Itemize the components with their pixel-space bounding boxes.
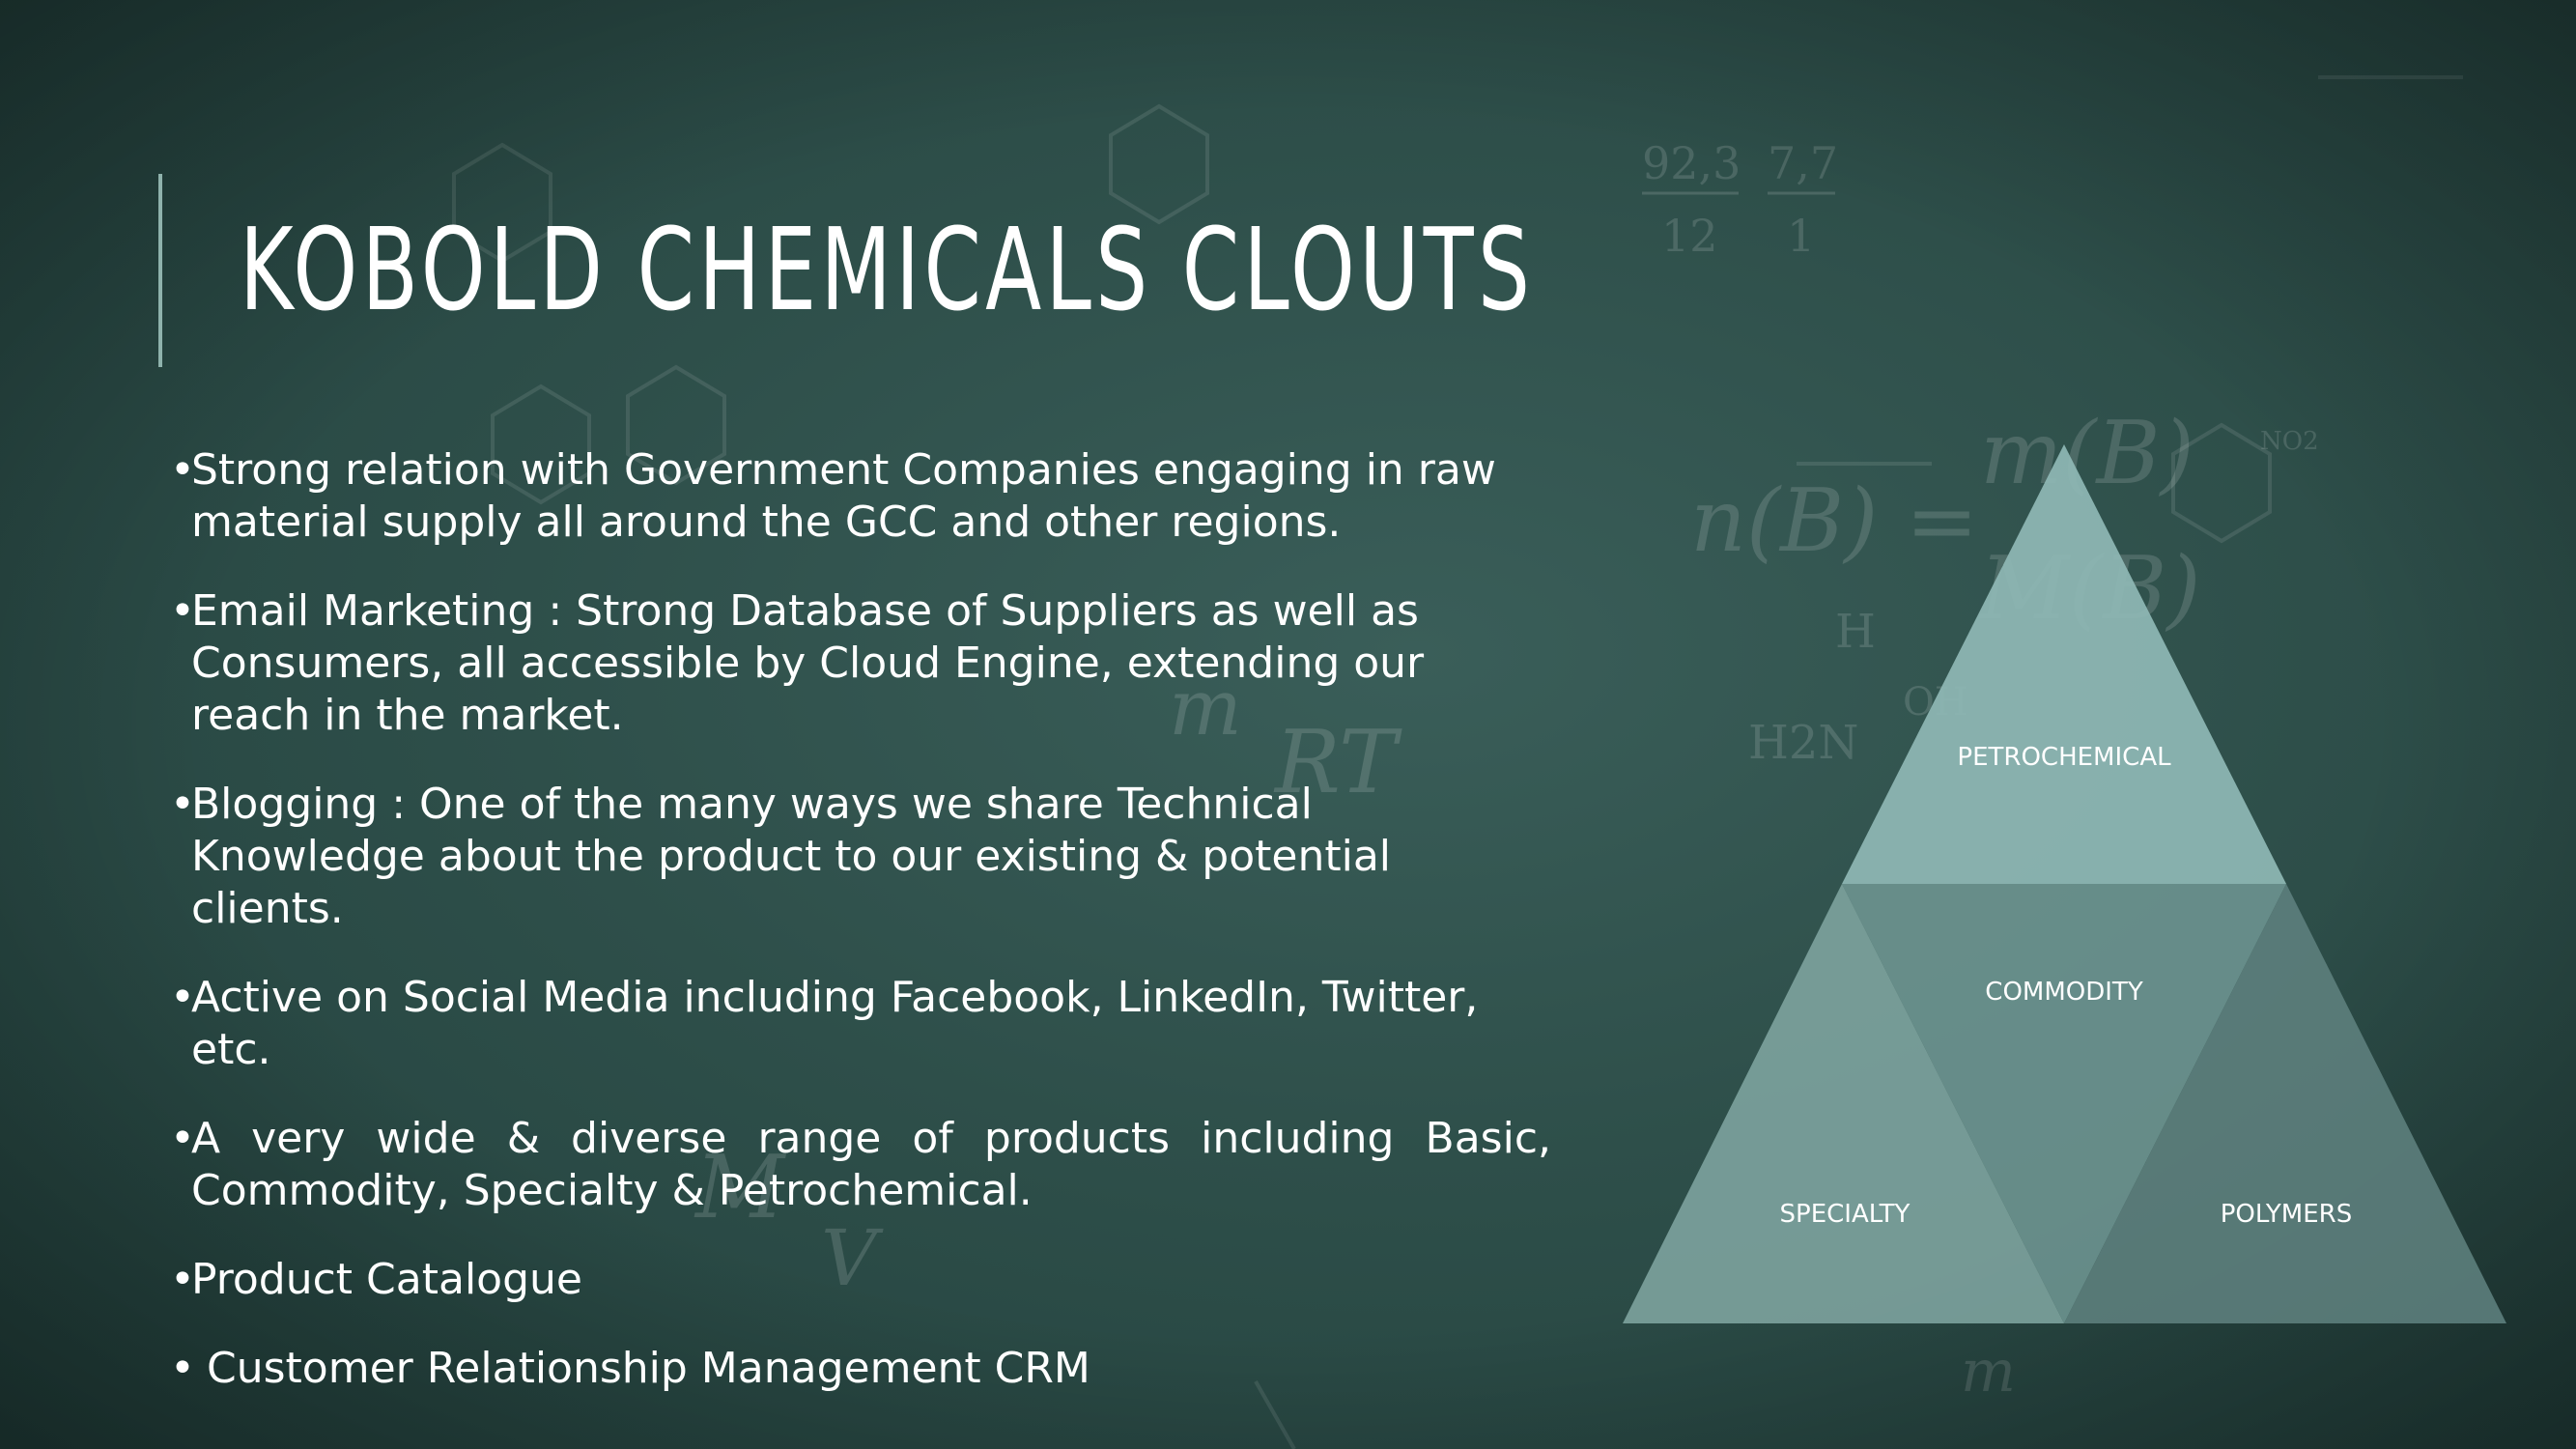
bullet-item: Strong relation with Government Companie… — [170, 444, 1551, 549]
bullet-item: Blogging : One of the many ways we share… — [170, 779, 1551, 935]
pyramid-tier-middle — [1842, 884, 2286, 1323]
bullet-list: Strong relation with Government Companie… — [170, 444, 1551, 1432]
bullet-item: Product Catalogue — [170, 1254, 1551, 1306]
pyramid-tier-top — [1842, 444, 2286, 884]
bullet-item: Active on Social Media including Faceboo… — [170, 972, 1551, 1076]
pyramid-label-commodity: COMMODITY — [1985, 978, 2143, 1007]
title-accent-bar — [158, 174, 162, 367]
slide-title: KOBOLD CHEMICALS CLOUTS — [240, 203, 1535, 336]
pyramid-tier-bottom-left — [1623, 884, 2064, 1323]
pyramid-label-petrochemical: PETROCHEMICAL — [1957, 743, 2171, 772]
pyramid-label-specialty: SPECIALTY — [1780, 1200, 1911, 1229]
bullet-item: Customer Relationship Management CRM — [170, 1343, 1551, 1395]
product-pyramid-diagram: PETROCHEMICAL COMMODITY SPECIALTY POLYME… — [1623, 444, 2506, 1323]
bullet-item: Email Marketing : Strong Database of Sup… — [170, 585, 1551, 742]
pyramid-tier-bottom-right — [2064, 884, 2506, 1323]
bullet-item: A very wide & diverse range of products … — [170, 1113, 1551, 1217]
pyramid-label-polymers: POLYMERS — [2221, 1200, 2353, 1229]
